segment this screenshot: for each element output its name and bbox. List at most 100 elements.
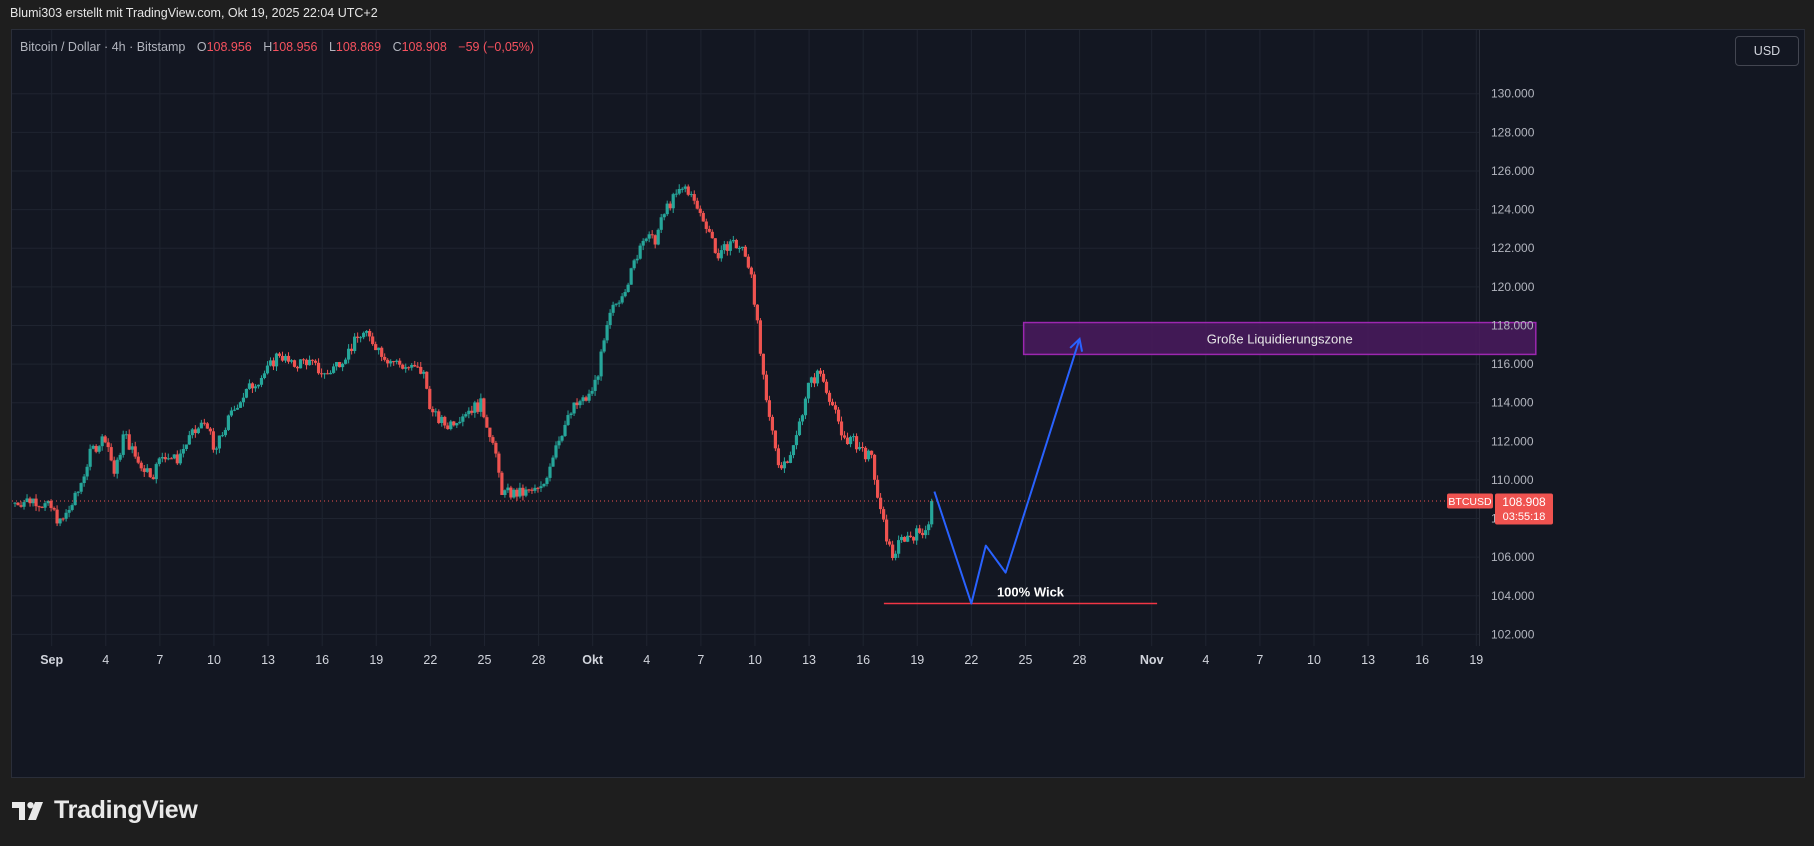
candle-body xyxy=(70,505,74,510)
x-tick-label: 16 xyxy=(1415,653,1429,667)
candle-body xyxy=(593,379,597,391)
candle-body xyxy=(121,434,125,455)
candle-body xyxy=(208,428,212,432)
legend-symbol[interactable]: Bitcoin / Dollar · 4h · Bitstamp xyxy=(20,40,186,54)
x-tick-label: 4 xyxy=(643,653,650,667)
candle-body xyxy=(31,498,35,504)
candle-body xyxy=(464,414,468,417)
candle-body xyxy=(220,435,224,437)
y-tick-label: 120.000 xyxy=(1491,280,1535,294)
candle-body xyxy=(900,536,904,541)
candle-body xyxy=(118,454,122,460)
candle-body xyxy=(434,411,438,413)
candle-body xyxy=(644,238,648,241)
candle-body xyxy=(569,413,573,416)
chart-panel[interactable] xyxy=(11,29,1805,778)
candle-body xyxy=(16,502,20,506)
candle-body xyxy=(659,217,663,230)
candle-body xyxy=(641,240,645,246)
candle-body xyxy=(482,398,486,418)
candle-body xyxy=(773,430,778,449)
candle-body xyxy=(133,446,137,457)
candle-body xyxy=(626,284,630,293)
currency-button[interactable]: USD xyxy=(1735,36,1799,66)
projection-path[interactable] xyxy=(933,338,1081,605)
candle-body xyxy=(897,540,901,554)
candle-body xyxy=(581,397,585,402)
candle-body xyxy=(443,416,447,426)
candle-body xyxy=(142,468,146,472)
y-tick-label: 124.000 xyxy=(1491,203,1535,217)
candle-body xyxy=(130,446,134,450)
candle-body xyxy=(211,431,215,450)
candle-body xyxy=(253,386,258,389)
liquidation-zone-box[interactable] xyxy=(1022,321,1537,356)
legend-low-value: 108.869 xyxy=(335,40,382,54)
candle-body xyxy=(788,455,793,463)
candle-body xyxy=(815,370,820,384)
y-tick-label: 114.000 xyxy=(1491,396,1534,410)
candle-body xyxy=(109,447,113,461)
x-tick-label: 13 xyxy=(1361,653,1375,667)
candle-body xyxy=(924,530,928,536)
candle-body xyxy=(836,409,841,422)
last-price-tag[interactable] xyxy=(1495,493,1553,525)
legend-open-value: 108.956 xyxy=(206,40,252,54)
candle-body xyxy=(602,340,606,352)
chart-grid xyxy=(12,30,1479,646)
tradingview-logo[interactable]: TradingView xyxy=(12,796,198,825)
candle-body xyxy=(157,458,161,465)
candle-body xyxy=(398,360,402,365)
candle-body xyxy=(590,390,594,394)
tradingview-logo-icon xyxy=(12,801,43,820)
symbol-tag[interactable] xyxy=(1447,493,1493,509)
y-tick-label: 128.000 xyxy=(1491,125,1535,139)
candle-body xyxy=(368,330,372,337)
candle-body xyxy=(404,367,408,369)
candle-body xyxy=(653,235,657,245)
x-tick-label: 4 xyxy=(102,653,109,667)
candle-body xyxy=(918,528,922,533)
candle-body xyxy=(310,359,315,361)
candle-body xyxy=(515,489,519,497)
x-tick-label: 13 xyxy=(802,653,816,667)
candle-body xyxy=(563,424,567,436)
candle-body xyxy=(280,355,285,361)
candle-body xyxy=(374,344,378,351)
candle-body xyxy=(785,461,790,463)
candle-body xyxy=(163,457,167,460)
candle-body xyxy=(313,360,318,363)
candle-body xyxy=(647,234,651,239)
x-tick-label: Sep xyxy=(40,653,63,667)
candle-body xyxy=(674,193,678,195)
candle-body xyxy=(903,536,907,542)
candle-body xyxy=(214,448,218,450)
candle-body xyxy=(401,364,405,369)
candle-body xyxy=(151,477,155,480)
candle-body xyxy=(596,376,600,380)
candle-body xyxy=(262,373,267,379)
candle-body xyxy=(298,359,303,369)
candle-body xyxy=(872,454,877,480)
x-tick-label: 16 xyxy=(315,653,329,667)
candle-body xyxy=(154,464,158,480)
candle-body xyxy=(683,186,687,189)
symbol-legend: Bitcoin / Dollar · 4h · Bitstamp O108.95… xyxy=(20,40,534,54)
candle-body xyxy=(921,532,925,536)
candle-body xyxy=(524,489,528,496)
candle-body xyxy=(389,361,393,364)
candle-body xyxy=(350,348,354,352)
candle-body xyxy=(238,402,243,408)
candle-body xyxy=(316,362,321,374)
candle-body xyxy=(878,497,883,510)
candle-body xyxy=(274,353,279,367)
candle-body xyxy=(85,466,89,477)
candle-body xyxy=(494,442,498,454)
candle-body xyxy=(566,415,570,425)
candle-body xyxy=(665,203,669,215)
x-tick-label: 28 xyxy=(1073,653,1087,667)
candle-body xyxy=(530,489,534,491)
liquidation-zone-label: Große Liquidierungszone xyxy=(1207,331,1353,346)
candle-body xyxy=(866,450,871,460)
